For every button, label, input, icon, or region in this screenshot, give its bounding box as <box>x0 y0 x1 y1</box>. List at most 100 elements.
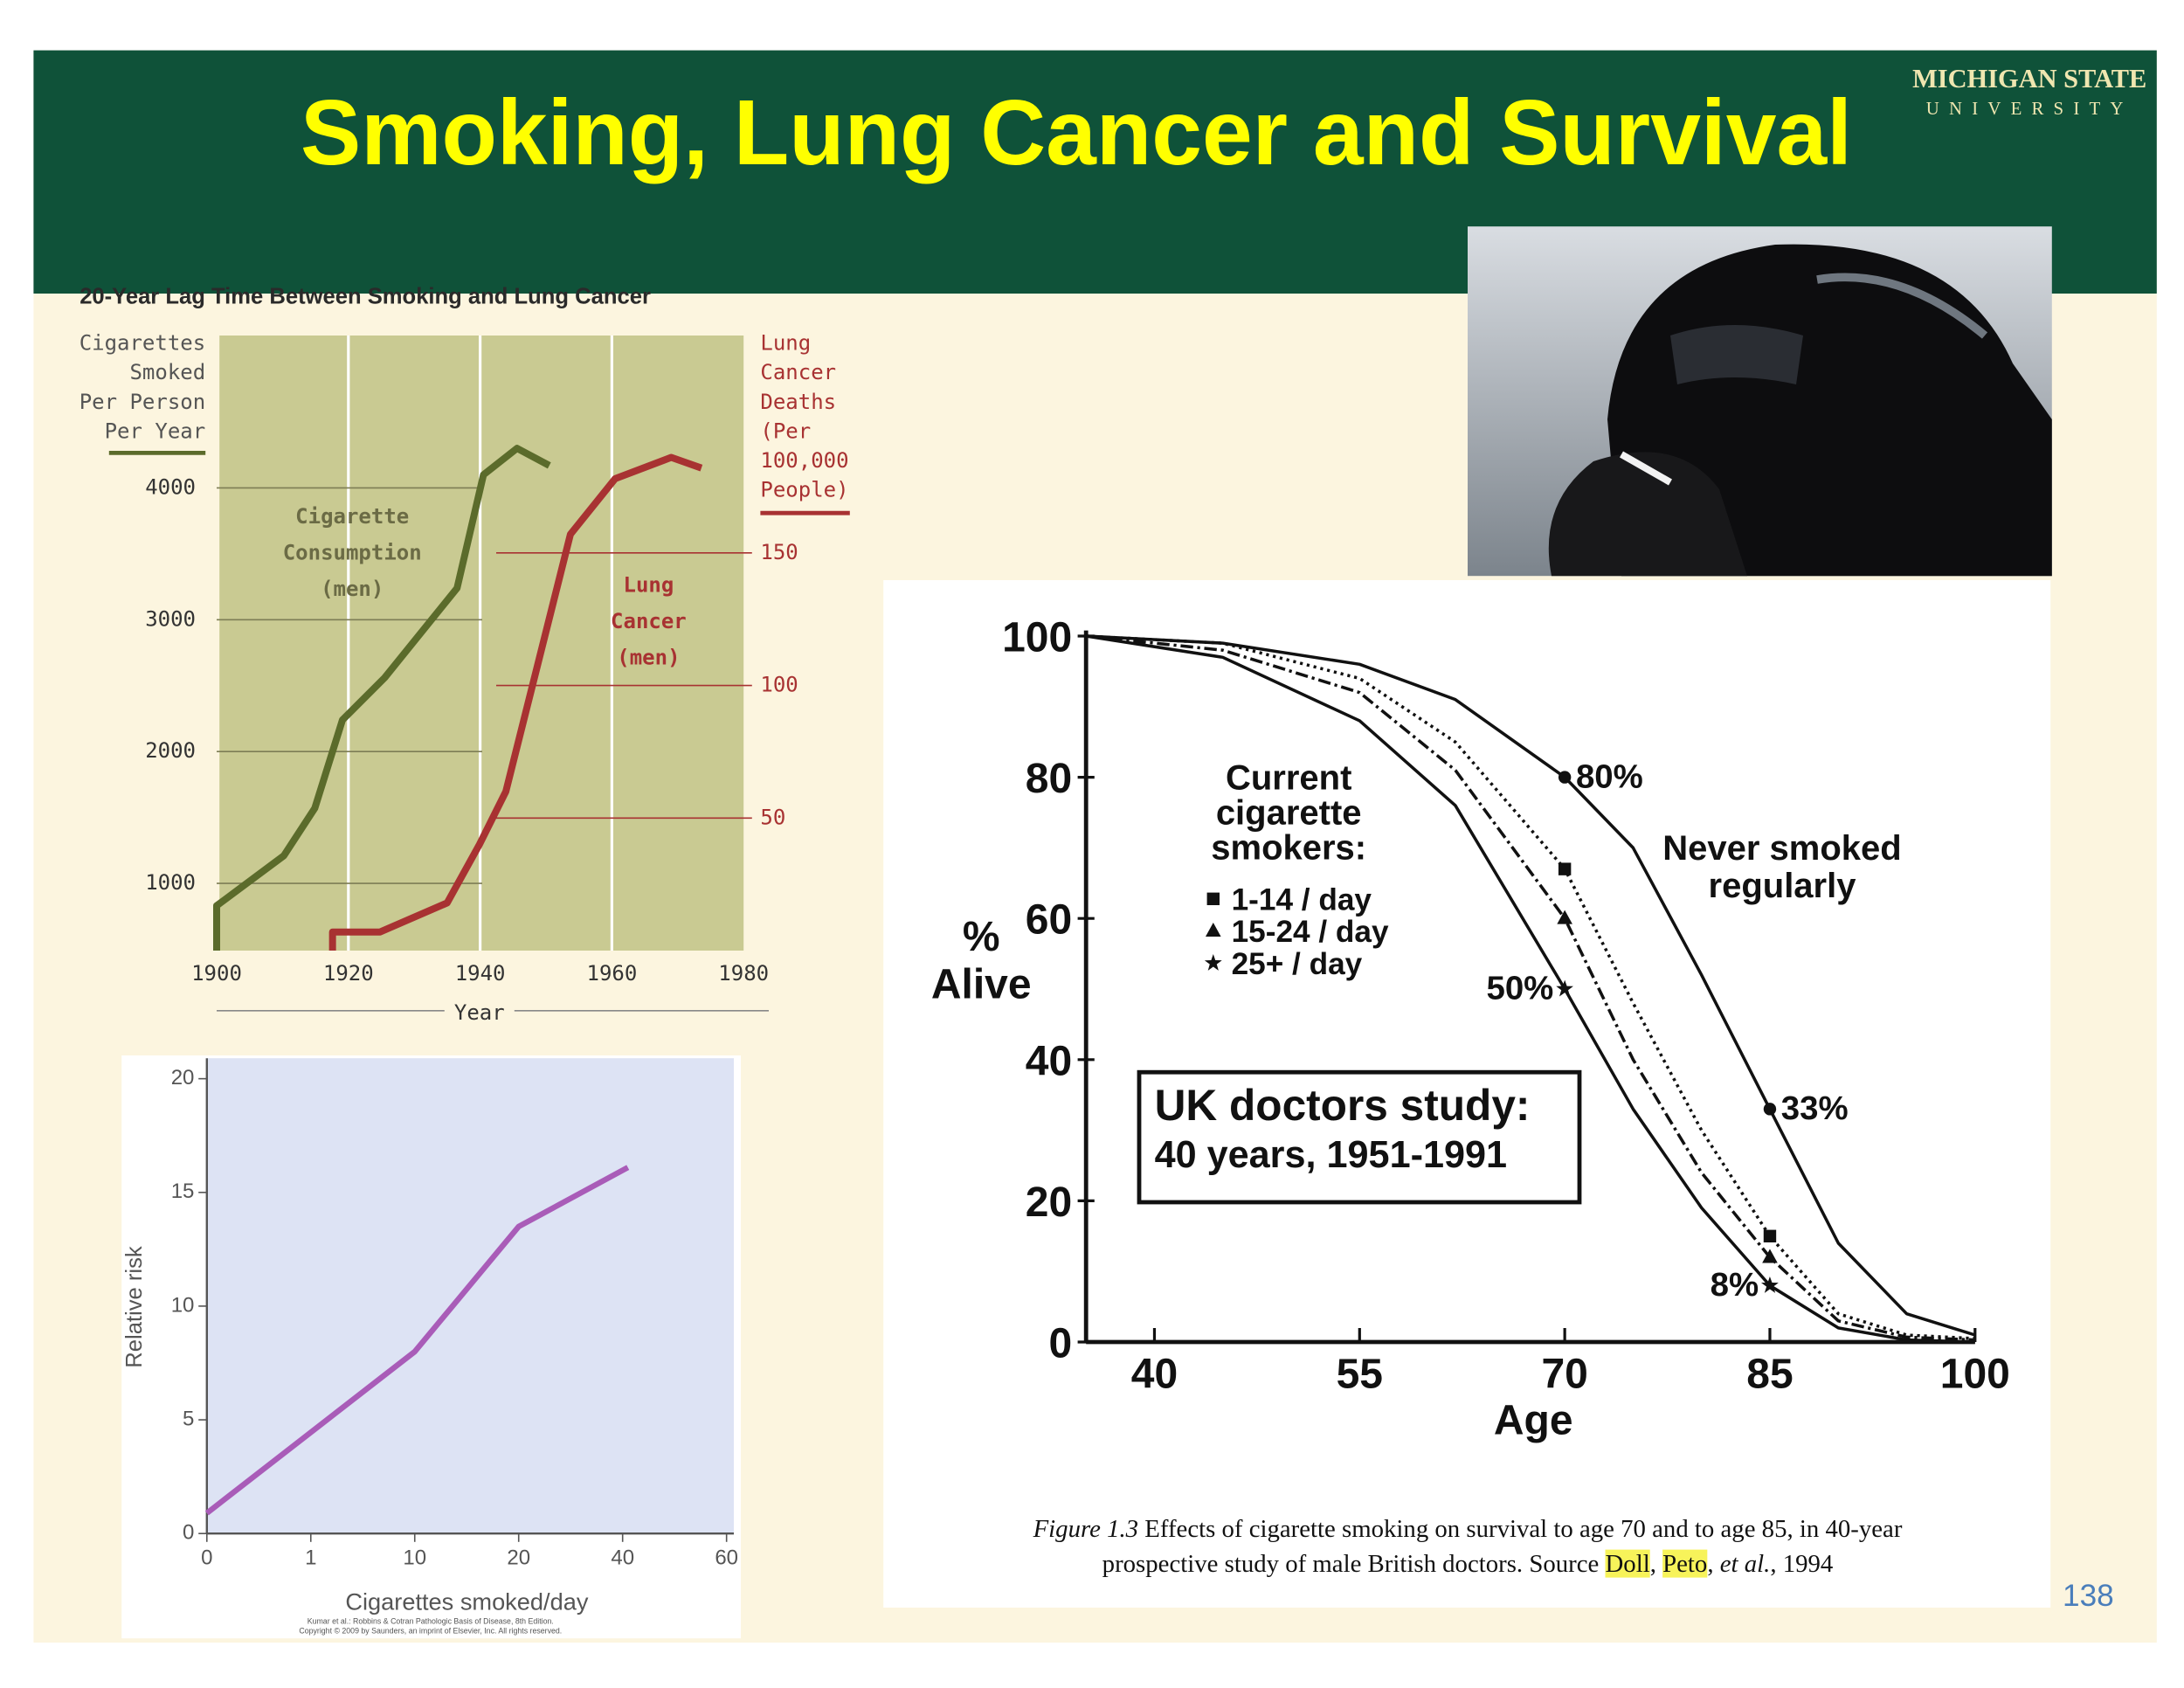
point <box>1557 910 1572 924</box>
x-tick-label: 100 <box>1940 1352 2010 1398</box>
y-tick-label: 0 <box>1048 1320 1072 1366</box>
page-number: 138 <box>2063 1579 2114 1613</box>
legend-title: smokers: <box>1211 828 1366 867</box>
series-label: Never smoked regularly <box>1662 828 1901 904</box>
caption: prospective study of male British doctor… <box>1102 1550 1834 1578</box>
y2-tick-label: 50 <box>760 805 785 829</box>
point <box>1762 1249 1778 1263</box>
x-tick-label: 70 <box>1541 1352 1587 1398</box>
y2-axis-label: 100,000 <box>760 448 848 473</box>
y-axis-label: Per Person <box>79 390 206 414</box>
y-axis-label: Relative risk <box>122 1246 147 1368</box>
y-axis-label: Per Year <box>105 419 206 443</box>
series-label: Lung <box>624 572 674 597</box>
legend-marker <box>1204 954 1222 971</box>
y-tick-label: 100 <box>1002 614 1072 661</box>
x-axis-label: Cigarettes smoked/day <box>345 1588 588 1615</box>
x-axis-label: Year <box>454 1000 505 1025</box>
box-text: UK doctors study: <box>1155 1081 1531 1130</box>
legend-title: cigarette <box>1216 793 1362 832</box>
point <box>1763 1229 1777 1242</box>
y-tick-label: 10 <box>171 1293 195 1317</box>
x-tick-label: 1920 <box>323 961 374 986</box>
series-line <box>1086 634 1975 1342</box>
series-label: (men) <box>617 646 680 670</box>
series-line <box>213 445 551 951</box>
x-tick-label: 0 <box>201 1546 212 1569</box>
y-tick-label: 3000 <box>145 606 196 631</box>
point <box>1558 862 1572 875</box>
photo <box>1468 226 2052 577</box>
series-label: (men) <box>321 577 384 601</box>
y-tick-label: 0 <box>183 1521 194 1545</box>
x-tick-label: 60 <box>715 1546 738 1569</box>
point <box>1558 771 1572 784</box>
caption-part: , <box>1707 1550 1719 1578</box>
series-label: Cancer <box>611 609 687 633</box>
y-tick-label: 1000 <box>145 870 196 895</box>
x-tick-label: 55 <box>1337 1352 1383 1398</box>
point <box>1556 979 1573 997</box>
annotation: 50% <box>1486 970 1553 1007</box>
slide-title: Smoking, Lung Cancer and Survival <box>301 81 1852 184</box>
plot-area <box>206 1058 735 1534</box>
y-axis-label: % <box>963 914 1000 960</box>
caption-part: , 1994 <box>1770 1550 1833 1578</box>
x-tick-label: 1940 <box>455 961 506 986</box>
caption: Figure 1.3 Effects of cigarette smoking … <box>1033 1515 1903 1543</box>
series-line <box>204 1165 630 1516</box>
annotation-box <box>1137 1069 1582 1205</box>
y-axis-label: Alive <box>931 961 1032 1007</box>
point <box>1761 1276 1779 1293</box>
y-tick-label: 60 <box>1026 897 1072 944</box>
logo-text: MICHIGAN STATE <box>1912 64 2146 93</box>
legend-label: 15-24 / day <box>1232 915 1389 949</box>
y-axis-label: Cigarettes <box>79 331 206 356</box>
x-tick-label: 40 <box>1131 1352 1178 1398</box>
source-note: Copyright © 2009 by Saunders, an imprint… <box>299 1627 562 1636</box>
source-note: Kumar et al.: Robbins & Cotran Pathologi… <box>308 1616 554 1625</box>
y-tick-label: 15 <box>171 1180 195 1203</box>
y2-axis-label: Cancer <box>760 360 836 384</box>
series-line <box>1085 634 1975 1344</box>
caption-part: Peto <box>1662 1550 1707 1578</box>
x-tick-label: 1960 <box>587 961 638 986</box>
box-text: 40 years, 1951-1991 <box>1155 1134 1507 1176</box>
legend-label: 25+ / day <box>1232 947 1363 981</box>
x-axis-label: Age <box>1494 1397 1573 1443</box>
y-tick-label: 40 <box>1026 1038 1072 1084</box>
x-tick-label: 10 <box>403 1546 426 1569</box>
caption-part: Figure 1.3 <box>1033 1515 1139 1543</box>
y2-axis-label: Deaths <box>760 390 836 414</box>
caption-part: prospective study of male British doctor… <box>1102 1550 1606 1578</box>
chart-title: 20-Year Lag Time Between Smoking and Lun… <box>79 285 651 309</box>
series-label: Cigarette <box>295 504 409 529</box>
legend-title: Current <box>1226 758 1351 797</box>
y2-tick-label: 100 <box>760 673 798 697</box>
annotation: 80% <box>1576 758 1643 795</box>
x-tick-label: 20 <box>507 1546 530 1569</box>
y-tick-label: 5 <box>183 1407 194 1430</box>
caption-part: Effects of cigarette smoking on survival… <box>1138 1515 1903 1543</box>
y2-axis-label: People) <box>760 478 848 502</box>
y2-axis-label: Lung <box>760 331 811 356</box>
annotation: 33% <box>1781 1090 1849 1127</box>
y-tick-label: 4000 <box>145 474 196 499</box>
y2-tick-label: 150 <box>760 540 798 564</box>
series-line <box>1086 634 1975 1340</box>
point <box>1763 1103 1777 1116</box>
legend-marker <box>1206 923 1221 937</box>
series-label: Consumption <box>283 541 422 565</box>
legend-marker <box>1206 892 1220 905</box>
x-tick-label: 1 <box>305 1546 316 1569</box>
y-tick-label: 20 <box>1026 1180 1072 1226</box>
x-tick-label: 85 <box>1746 1352 1793 1398</box>
y-tick-label: 20 <box>171 1066 195 1090</box>
caption-part: Doll <box>1606 1550 1650 1578</box>
x-tick-label: 1900 <box>191 961 242 986</box>
highlight <box>1605 1549 1650 1578</box>
highlight <box>1662 1549 1708 1578</box>
legend-label: 1-14 / day <box>1232 882 1372 917</box>
caption-part: et al. <box>1720 1550 1771 1578</box>
